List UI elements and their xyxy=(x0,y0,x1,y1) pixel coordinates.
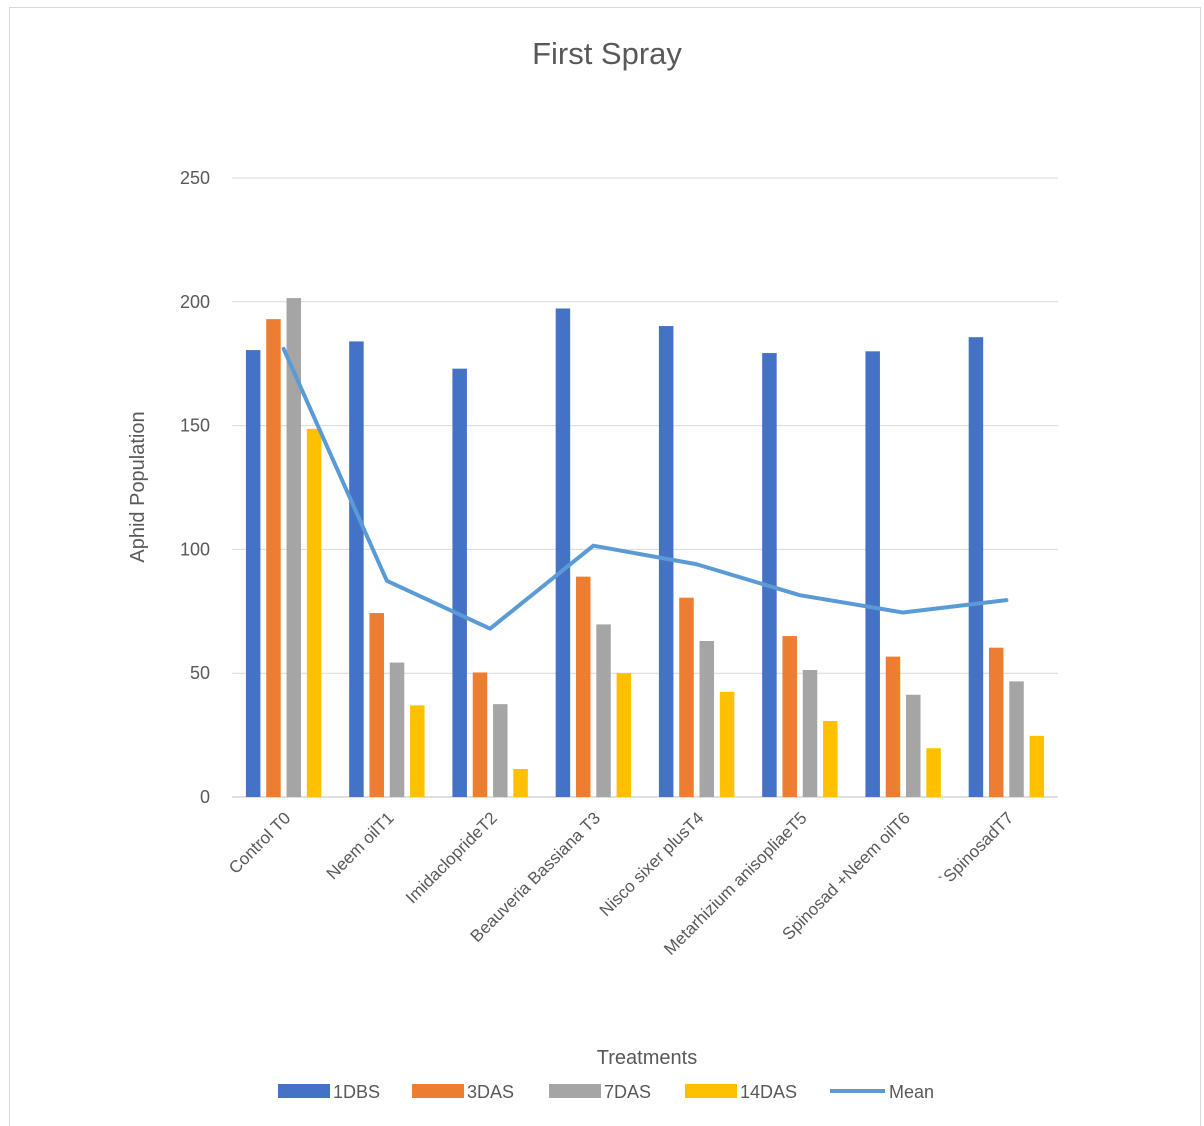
y-tick-250: 250 xyxy=(180,168,210,188)
bar-14das-metarhizium-anisopliaet5 xyxy=(823,720,838,797)
bar-3das-nisco-sixer-plust4 xyxy=(679,597,694,797)
bar-1dbs-spinosadt7 xyxy=(968,337,984,797)
y-tick-100: 100 xyxy=(180,539,210,559)
bar-1dbs-nisco-sixer-plust4 xyxy=(658,326,674,797)
bar-3das-spinosad-neem-oilt6 xyxy=(885,656,901,797)
x-tick-imidacloprid-t2: ImidaclopridеT2 xyxy=(402,808,501,907)
chart-title: First Spray xyxy=(532,36,682,71)
bar-14das-imidacloprid-t2 xyxy=(513,769,528,797)
bar-7das-neem-oilt1 xyxy=(389,662,405,797)
x-axis-label: Treatments xyxy=(597,1047,697,1069)
x-tick-nisco-sixer-plust4: Nisco sixer plusT4 xyxy=(596,808,708,920)
y-tick-150: 150 xyxy=(180,416,210,436)
bar-3das-spinosadt7 xyxy=(988,647,1004,797)
bar-14das-nisco-sixer-plust4 xyxy=(719,691,735,797)
y-tick-50: 50 xyxy=(190,663,210,683)
legend-swatch-14das xyxy=(685,1084,737,1098)
legend-swatch-1dbs xyxy=(278,1084,330,1098)
bar-7das-imidacloprid-t2 xyxy=(493,704,508,797)
y-tick-200: 200 xyxy=(180,292,210,312)
legend-label-1dbs: 1DBS xyxy=(333,1082,380,1102)
legend-label-14das: 14DAS xyxy=(740,1082,797,1102)
bar-1dbs-beauveria-bassiana-t3 xyxy=(555,308,571,797)
legend-swatch-7das xyxy=(549,1084,601,1098)
x-tick-neem-oilt1: Neem oilT1 xyxy=(323,808,398,883)
mean-line-group xyxy=(281,346,1009,631)
bar-3das-metarhizium-anisopliaet5 xyxy=(782,636,797,797)
y-axis-label: Aphid Population xyxy=(127,411,149,562)
bar-1dbs-spinosad-neem-oilt6 xyxy=(865,351,880,797)
bar-1dbs-imidacloprid-t2 xyxy=(452,368,467,797)
y-tick-0: 0 xyxy=(200,787,210,807)
x-tick-labels: Control T0 Neem oilT1 ImidaclopridеT2Beauv… xyxy=(225,808,1017,958)
y-tick-labels: 0 50 100 150 200 250 xyxy=(180,168,210,807)
bar-7das-metarhizium-anisopliaet5 xyxy=(802,669,818,797)
bar-1dbs-control-t0 xyxy=(245,350,261,797)
x-tick-spinosadt7: `SpinosadT7 xyxy=(936,808,1018,890)
bar-7das-spinosadt7 xyxy=(1009,681,1024,797)
bar-7das-nisco-sixer-plust4 xyxy=(699,641,715,797)
bar-14das-beauveria-bassiana-t3 xyxy=(616,673,632,797)
bar-1dbs-neem-oilt1 xyxy=(349,341,364,797)
bar-14das-neem-oilt1 xyxy=(410,705,425,797)
legend-swatch-3das xyxy=(412,1084,464,1098)
bars xyxy=(245,298,1045,797)
chart-frame xyxy=(9,7,1201,1126)
bar-3das-control-t0 xyxy=(266,319,281,797)
bar-3das-neem-oilt1 xyxy=(369,613,384,797)
bar-3das-beauveria-bassiana-t3 xyxy=(575,576,591,797)
bar-7das-beauveria-bassiana-t3 xyxy=(596,624,611,797)
bar-7das-control-t0 xyxy=(286,298,302,797)
x-tick-control-t0: Control T0 xyxy=(225,808,294,877)
bar-14das-spinosadt7 xyxy=(1029,735,1045,797)
legend-label-3das: 3DAS xyxy=(467,1082,514,1102)
series-line-mean xyxy=(281,346,1009,631)
bar-3das-imidacloprid-t2 xyxy=(472,672,488,797)
legend: 1DBS 3DAS 7DAS 14DAS Mean xyxy=(278,1082,934,1102)
bar-1dbs-metarhizium-anisopliaet5 xyxy=(762,353,777,797)
bar-7das-spinosad-neem-oilt6 xyxy=(906,694,921,797)
legend-label-mean: Mean xyxy=(889,1082,934,1102)
bar-14das-spinosad-neem-oilt6 xyxy=(926,748,941,797)
bar-14das-control-t0 xyxy=(306,428,322,797)
legend-label-7das: 7DAS xyxy=(604,1082,651,1102)
